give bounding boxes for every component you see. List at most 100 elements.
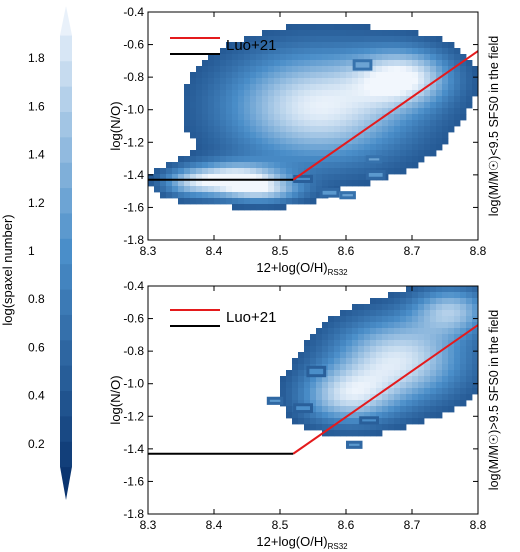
density-cell	[430, 150, 437, 157]
density-cell	[346, 334, 353, 341]
density-cell	[406, 352, 413, 359]
density-cell	[418, 96, 425, 103]
density-cell	[382, 162, 389, 169]
density-cell	[238, 126, 245, 133]
density-cell	[388, 364, 395, 371]
density-cell	[430, 72, 437, 79]
density-cell	[412, 316, 419, 323]
legend-label: Luo+21	[226, 37, 276, 54]
density-cell	[406, 382, 413, 389]
y-tick-label: -0.8	[123, 70, 144, 84]
density-cell	[364, 328, 371, 335]
density-cell	[352, 364, 359, 371]
density-cell	[328, 400, 335, 407]
density-cell	[454, 358, 461, 365]
density-cell	[352, 138, 359, 145]
density-cell	[394, 138, 401, 145]
density-cell	[448, 376, 455, 383]
density-cell	[256, 102, 263, 109]
density-cell	[448, 298, 455, 305]
density-cell	[238, 150, 245, 157]
density-cell	[388, 424, 395, 431]
density-cell	[298, 144, 305, 151]
density-cell	[370, 352, 377, 359]
density-cell	[364, 144, 371, 151]
density-cell	[328, 352, 335, 359]
colorbar-ticks: 0.20.40.60.811.21.41.61.8	[28, 51, 45, 451]
density-cell	[370, 96, 377, 103]
density-cell	[208, 138, 215, 145]
density-cell	[340, 48, 347, 55]
density-cell	[226, 138, 233, 145]
density-cell	[328, 394, 335, 401]
density-cell	[292, 394, 299, 401]
density-cell	[436, 346, 443, 353]
density-cell	[430, 96, 437, 103]
x-tick-labels: 8.3 8.4 8.5 8.6 8.7 8.8	[140, 12, 487, 258]
density-cell	[226, 114, 233, 121]
density-cell	[322, 400, 329, 407]
density-cell	[292, 162, 299, 169]
density-cell	[262, 126, 269, 133]
panel-side-label: log(M/M☉)>9.5 SFS0 in the field	[487, 310, 501, 490]
density-cell	[310, 102, 317, 109]
density-cell	[370, 376, 377, 383]
density-cell	[424, 400, 431, 407]
density-cell	[352, 316, 359, 323]
density-cell	[346, 54, 353, 61]
density-cell	[340, 334, 347, 341]
density-cell	[304, 376, 311, 383]
density-cell	[328, 328, 335, 335]
density-cell	[286, 144, 293, 151]
density-cell	[382, 114, 389, 121]
density-cell	[334, 316, 341, 323]
density-cell	[352, 406, 359, 413]
density-cell	[412, 162, 419, 169]
density-cell	[244, 174, 251, 181]
density-cell	[382, 60, 389, 67]
density-cell	[280, 72, 287, 79]
density-cell	[316, 162, 323, 169]
density-cell	[430, 48, 437, 55]
density-cell	[238, 90, 245, 97]
density-cell	[232, 96, 239, 103]
density-cell	[250, 102, 257, 109]
density-cell	[208, 144, 215, 151]
density-cell	[358, 156, 365, 163]
density-cell	[448, 388, 455, 395]
density-cell	[226, 48, 233, 55]
density-cell	[472, 90, 478, 97]
density-cell	[382, 90, 389, 97]
density-cell	[388, 322, 395, 329]
density-cell	[424, 376, 431, 383]
density-cell	[304, 108, 311, 115]
colorbar-tick-label: 1.4	[28, 148, 45, 162]
density-cell	[352, 322, 359, 329]
density-cell	[328, 430, 335, 437]
density-cell	[472, 352, 478, 359]
density-cell	[466, 102, 473, 109]
density-cell	[430, 102, 437, 109]
density-cell	[370, 84, 377, 91]
density-cell	[364, 364, 371, 371]
density-cell	[232, 114, 239, 121]
density-cell	[412, 30, 419, 37]
density-cell	[190, 96, 197, 103]
density-cell	[172, 192, 179, 199]
density-cell	[346, 328, 353, 335]
density-map	[280, 286, 478, 437]
density-cell	[238, 168, 245, 175]
density-cell	[418, 60, 425, 67]
density-cell	[334, 358, 341, 365]
density-cell	[310, 382, 317, 389]
density-cell	[310, 406, 317, 413]
density-cell	[454, 316, 461, 323]
density-cell	[208, 96, 215, 103]
colorbar-segment	[60, 86, 72, 112]
density-cell	[316, 60, 323, 67]
density-cell	[304, 138, 311, 145]
density-cell	[268, 114, 275, 121]
density-cell	[280, 60, 287, 67]
density-cell	[472, 388, 478, 395]
